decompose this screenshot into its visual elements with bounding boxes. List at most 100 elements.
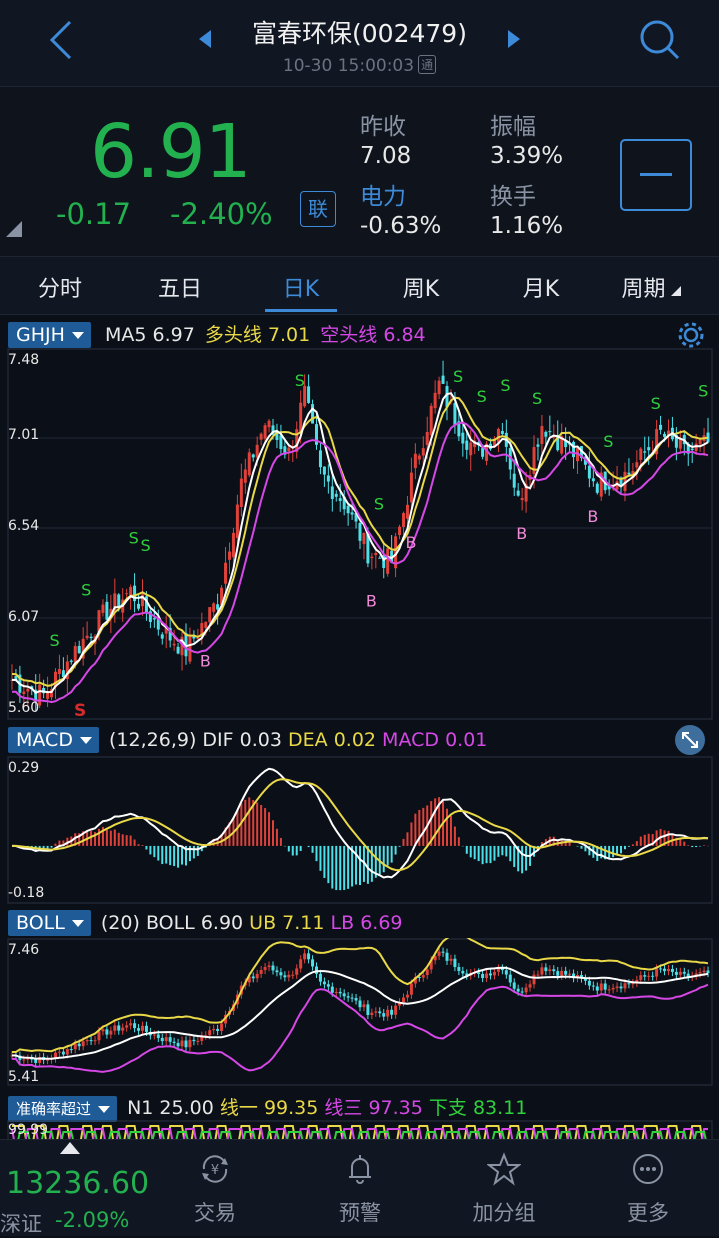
boll-candle-body bbox=[485, 973, 489, 979]
boll-candle-body bbox=[453, 958, 457, 968]
boll-candle-body bbox=[445, 952, 449, 961]
dif-value: 0.03 bbox=[239, 729, 282, 751]
boll-candle-body bbox=[524, 987, 528, 993]
kline-candle-body bbox=[26, 688, 30, 692]
boll-candle-body bbox=[619, 986, 623, 989]
boll-candle-body bbox=[311, 959, 315, 967]
macd-chart[interactable] bbox=[0, 756, 719, 904]
tab-period-label: 周期 bbox=[621, 277, 666, 302]
tab-period[interactable]: 周期 bbox=[596, 271, 706, 303]
kline-candle-body bbox=[461, 432, 465, 444]
boll-candle-body bbox=[702, 970, 706, 973]
tab-daily-k[interactable]: 日K bbox=[282, 277, 320, 302]
kline-candle-body bbox=[164, 627, 168, 634]
settings-gear-icon[interactable] bbox=[676, 320, 706, 350]
boll-candle-body bbox=[255, 973, 259, 979]
kline-candle-body bbox=[564, 440, 568, 448]
boll-frame bbox=[7, 938, 713, 1086]
boll-candle-body bbox=[540, 967, 544, 975]
kline-chart[interactable]: SSSSSSSSSSSSSSBBBBBS bbox=[0, 348, 719, 720]
line1-label: 线一 bbox=[219, 1097, 258, 1119]
nav-more[interactable]: 更多 bbox=[598, 1140, 698, 1227]
kline-candle-body bbox=[433, 392, 437, 409]
kline-candle-body bbox=[417, 455, 421, 460]
boll-candle-body bbox=[354, 998, 358, 1001]
sell-signal-label: S bbox=[50, 631, 60, 650]
back-icon[interactable] bbox=[46, 20, 76, 60]
sell-signal-label: S bbox=[500, 376, 510, 395]
more-icon bbox=[633, 1154, 663, 1184]
y-label-1: 7.48 bbox=[8, 352, 40, 368]
main-indicator-select[interactable]: GHJH bbox=[8, 322, 91, 348]
boll-candle-body bbox=[208, 1030, 212, 1036]
kline-candle-body bbox=[235, 504, 239, 539]
search-icon[interactable] bbox=[638, 18, 682, 62]
next-stock-icon[interactable] bbox=[506, 30, 520, 48]
boll-candle-body bbox=[635, 979, 639, 983]
tab-weekly-k[interactable]: 周K bbox=[402, 277, 440, 302]
kline-candle-body bbox=[674, 435, 678, 448]
tab-five-day[interactable]: 五日 bbox=[157, 277, 202, 302]
boll-candle-body bbox=[318, 973, 322, 982]
expand-up-icon[interactable] bbox=[60, 1142, 80, 1156]
boll-candle-body bbox=[623, 983, 627, 989]
boll-candle-body bbox=[93, 1040, 97, 1042]
sector-label[interactable]: 电力 bbox=[360, 184, 406, 210]
prev-stock-icon[interactable] bbox=[199, 30, 213, 48]
boll-candle-body bbox=[30, 1058, 34, 1060]
boll-candle-body bbox=[275, 970, 279, 973]
short-line-label: 空头线 bbox=[320, 324, 378, 346]
boll-value: 6.90 bbox=[200, 912, 244, 934]
kline-candle-body bbox=[307, 386, 311, 403]
boll-select[interactable]: BOLL bbox=[8, 910, 91, 936]
kline-candle-body bbox=[346, 505, 350, 514]
line3-value: 97.35 bbox=[368, 1097, 423, 1119]
sell-signal-label: S bbox=[698, 382, 708, 401]
tab-monthly-k[interactable]: 月K bbox=[522, 277, 560, 302]
macd-select[interactable]: MACD bbox=[8, 727, 99, 753]
tab-intraday[interactable]: 分时 bbox=[37, 277, 82, 302]
boll-candle-body bbox=[382, 1013, 386, 1017]
boll-candle-body bbox=[247, 976, 251, 983]
y-label-3: 6.54 bbox=[8, 518, 40, 534]
nav-trade[interactable]: ¥ 交易 bbox=[165, 1140, 265, 1227]
accuracy-select[interactable]: 准确率超过 bbox=[8, 1096, 118, 1122]
kline-candle-body bbox=[271, 425, 275, 435]
kline-candle-body bbox=[77, 645, 81, 654]
boll-candle-body bbox=[417, 976, 421, 978]
boll-candle-body bbox=[477, 972, 481, 975]
line3-curve bbox=[11, 1128, 708, 1139]
quote-time: 10-30 15:00:03 通 bbox=[0, 55, 719, 76]
nav-alert[interactable]: 预警 bbox=[310, 1140, 410, 1227]
y-label-2: 7.01 bbox=[8, 427, 40, 443]
boll-label: BOLL bbox=[145, 912, 195, 934]
nav-add-group[interactable]: 加分组 bbox=[454, 1140, 554, 1227]
kline-candle-body bbox=[275, 431, 279, 440]
kline-candle-body bbox=[409, 472, 413, 503]
boll-candle-body bbox=[607, 989, 611, 991]
kline-candle-body bbox=[279, 435, 283, 450]
boll-candle-body bbox=[390, 1009, 394, 1015]
boll-candle-body bbox=[378, 1011, 382, 1014]
kline-candle-body bbox=[220, 587, 224, 606]
price-change-pct: -2.40% bbox=[170, 197, 273, 231]
expand-icon[interactable] bbox=[674, 724, 706, 756]
boll-candle-body bbox=[362, 1004, 366, 1008]
boll-candle-body bbox=[259, 970, 263, 974]
boll-candle-body bbox=[314, 966, 318, 974]
kline-candle-body bbox=[698, 439, 702, 445]
boll-candle-body bbox=[504, 970, 508, 975]
active-tab-indicator bbox=[265, 309, 337, 312]
boll-candle-body bbox=[200, 1035, 204, 1041]
kline-candle-body bbox=[38, 684, 42, 706]
lian-button[interactable]: 联 bbox=[300, 191, 336, 227]
index-value[interactable]: 13236.60 bbox=[6, 1166, 150, 1201]
prev-close-label: 昨收 bbox=[360, 114, 406, 140]
accuracy-chart[interactable] bbox=[0, 1120, 719, 1139]
kline-candle-body bbox=[445, 386, 449, 408]
collapse-button[interactable] bbox=[620, 139, 692, 211]
boll-chart[interactable] bbox=[0, 938, 719, 1086]
boll-candle-body bbox=[216, 1028, 220, 1032]
kline-candle-body bbox=[425, 431, 429, 445]
sector-change: -0.63% bbox=[360, 213, 442, 239]
